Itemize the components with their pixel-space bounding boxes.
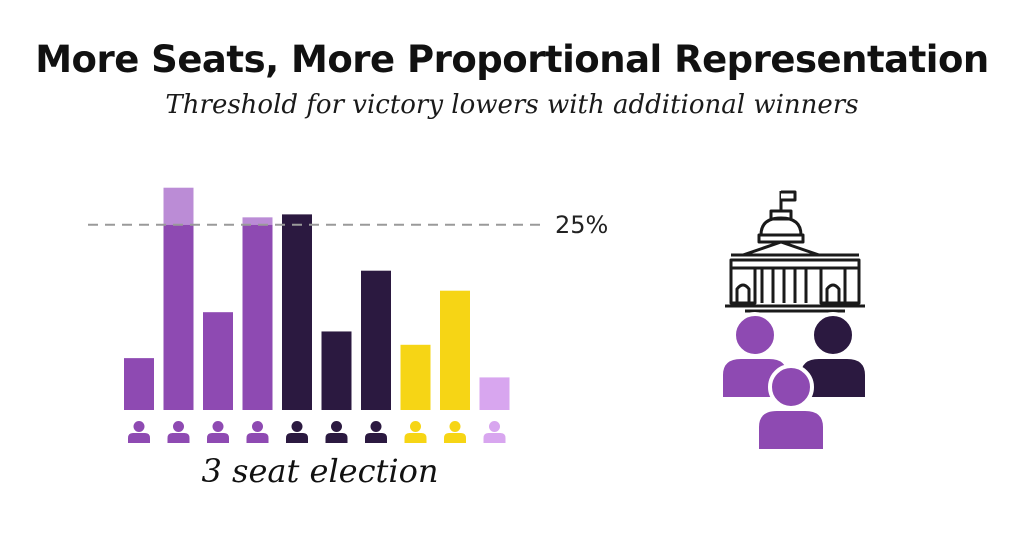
bar-group <box>124 187 510 410</box>
bar-9 <box>440 290 470 410</box>
person-icon <box>365 421 387 443</box>
x-axis-label: 3 seat election <box>201 452 439 490</box>
winner-person-icon <box>755 364 827 453</box>
bar-4 <box>242 224 273 410</box>
winners-group <box>719 312 869 453</box>
voter-icon-row <box>128 421 506 443</box>
person-icon <box>167 421 190 443</box>
bar-3 <box>203 312 233 410</box>
person-icon <box>207 421 229 443</box>
person-icon <box>128 421 150 443</box>
bar-10 <box>479 377 510 410</box>
threshold-label: 25% <box>555 210 609 239</box>
bar-8 <box>400 344 431 410</box>
person-icon <box>444 421 466 443</box>
person-icon <box>483 421 506 443</box>
person-icon <box>404 421 427 443</box>
bar-5 <box>282 214 312 410</box>
chart-subtitle: Threshold for victory lowers with additi… <box>165 90 859 120</box>
bar-6 <box>321 331 352 410</box>
person-icon <box>325 421 348 443</box>
chart-title: More Seats, More Proportional Representa… <box>35 38 989 81</box>
bar-7 <box>361 270 391 410</box>
legislature-group <box>719 190 869 453</box>
person-icon <box>246 421 269 443</box>
bar-excess-4 <box>242 217 273 225</box>
bar-1 <box>124 358 154 410</box>
bar-2 <box>163 224 194 410</box>
bar-chart <box>88 187 540 443</box>
bar-excess-2 <box>163 187 194 225</box>
capitol-building-icon <box>725 190 865 313</box>
person-icon <box>286 421 308 443</box>
